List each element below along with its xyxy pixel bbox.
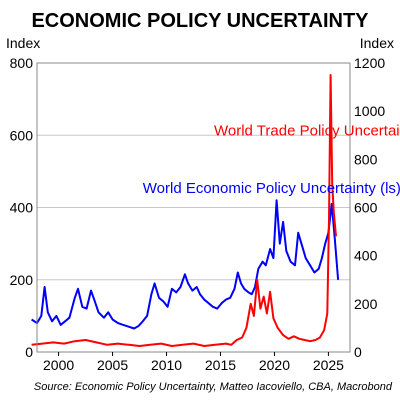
y-axis-label-right: Index xyxy=(360,35,394,51)
y-tick-label-left-4: 800 xyxy=(10,55,34,71)
chart-title: ECONOMIC POLICY UNCERTAINTY xyxy=(31,10,369,32)
series-line-0 xyxy=(31,199,340,330)
y-tick-label-right-0: 0 xyxy=(354,344,362,360)
y-tick-label-right-3: 600 xyxy=(354,200,378,216)
annotations: World Trade Policy Uncertainty (rs) World… xyxy=(143,122,400,197)
grid xyxy=(37,134,350,281)
y-tick-label-left-0: 0 xyxy=(25,344,33,360)
x-tick-label-2: 2010 xyxy=(151,357,182,373)
annotation-0: World Trade Policy Uncertainty (rs) xyxy=(214,122,400,139)
y-tick-label-right-1: 200 xyxy=(354,296,378,312)
x-tick-label-5: 2025 xyxy=(313,357,344,373)
x-tick-label-1: 2005 xyxy=(97,357,128,373)
plot-frame xyxy=(36,62,351,353)
x-tick-label-4: 2020 xyxy=(259,357,290,373)
x-tick-label-3: 2015 xyxy=(205,357,236,373)
tick-labels: 2000 2005 2010 2015 2020 2025 0 200 400 600 800 0 20… xyxy=(10,55,386,373)
annotation-1: World Economic Policy Uncertainty (ls) xyxy=(143,180,400,197)
y-tick-label-right-2: 400 xyxy=(354,248,378,264)
y-tick-label-right-6: 1200 xyxy=(354,55,385,71)
y-tick-label-right-4: 800 xyxy=(354,151,378,167)
y-tick-label-left-3: 600 xyxy=(10,127,34,143)
y-axis-label-left: Index xyxy=(6,35,40,51)
y-tick-label-right-5: 1000 xyxy=(354,103,385,119)
x-tick-label-0: 2000 xyxy=(43,357,74,373)
y-tick-label-left-1: 200 xyxy=(10,272,34,288)
series-line-1 xyxy=(31,74,337,347)
series-lines xyxy=(31,74,340,347)
y-tick-label-left-2: 400 xyxy=(10,200,34,216)
source-note: Source: Economic Policy Uncertainty, Mat… xyxy=(34,381,393,393)
